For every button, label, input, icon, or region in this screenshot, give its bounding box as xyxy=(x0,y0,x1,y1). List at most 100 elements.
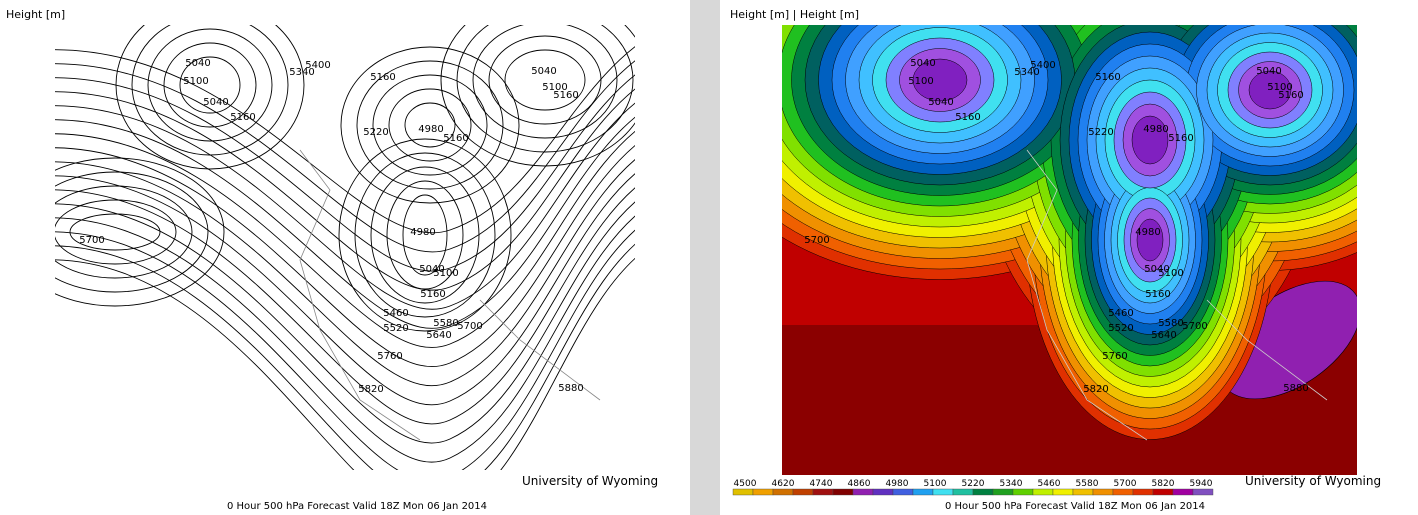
contour-label: 5100 xyxy=(908,76,933,87)
left-map xyxy=(55,25,635,470)
colorbar-swatch xyxy=(852,488,874,496)
contour-line xyxy=(55,74,635,272)
colorbar-swatch xyxy=(1072,488,1094,496)
contour-label: 5400 xyxy=(1030,60,1055,71)
fill-band xyxy=(1248,70,1292,110)
contour-label: 5520 xyxy=(383,323,408,334)
contour-label: 5700 xyxy=(457,321,482,332)
contour-label: 4980 xyxy=(1143,124,1168,135)
colorbar-swatch xyxy=(772,488,794,496)
colorbar-label: 5940 xyxy=(1190,479,1213,489)
colorbar-label: 5100 xyxy=(924,479,947,489)
contour-label: 5640 xyxy=(1151,330,1176,341)
colorbar-swatch xyxy=(1032,488,1054,496)
colorbar-label: 4740 xyxy=(810,479,833,489)
contour-line xyxy=(55,46,635,234)
contour-label: 5040 xyxy=(910,58,935,69)
colorbar-swatch xyxy=(1192,488,1214,496)
fill-band xyxy=(912,58,968,102)
colorbar-label: 5460 xyxy=(1038,479,1061,489)
contour-label: 5160 xyxy=(553,90,578,101)
coastline xyxy=(1026,149,1328,441)
contour-line xyxy=(488,35,602,125)
contour-line xyxy=(55,116,635,329)
colorbar: 4500 4620 4740 4860 4980 5100 5220 5340 5460 5580… xyxy=(732,479,1214,496)
contour-line xyxy=(55,201,635,444)
contour-label: 4980 xyxy=(1135,227,1160,238)
left-title: Height [m] xyxy=(6,8,65,21)
contour-label: 5700 xyxy=(79,235,104,246)
contour-line xyxy=(55,171,209,293)
fill-band xyxy=(1131,115,1169,165)
contour-label: 5400 xyxy=(305,60,330,71)
contour-label: 5880 xyxy=(1283,383,1308,394)
contour-label: 5160 xyxy=(1278,90,1303,101)
contour-line xyxy=(386,180,464,290)
contour-label: 5700 xyxy=(804,235,829,246)
colorbar-label: 4500 xyxy=(734,479,757,489)
contour-label: 5160 xyxy=(955,112,980,123)
colorbar-swatch xyxy=(752,488,774,496)
colorbar-swatch xyxy=(952,488,974,496)
contour-label: 5040 xyxy=(419,264,444,275)
contour-label: 5040 xyxy=(928,97,953,108)
contour-label: 5160 xyxy=(1095,72,1120,83)
contour-line xyxy=(55,157,225,307)
contour-line xyxy=(147,28,273,142)
colorbar-swatch xyxy=(732,488,754,496)
contour-label: 5040 xyxy=(1144,264,1169,275)
contour-label: 5160 xyxy=(230,112,255,123)
contour-line xyxy=(372,74,488,176)
contour-line xyxy=(55,102,635,310)
colorbar-swatch xyxy=(892,488,914,496)
colorbar-label: 5340 xyxy=(1000,479,1023,489)
contour-line xyxy=(55,229,635,470)
colorbar-label: 5220 xyxy=(962,479,985,489)
contour-label: 5820 xyxy=(358,384,383,395)
colorbar-swatch xyxy=(1052,488,1074,496)
right-footer: 0 Hour 500 hPa Forecast Valid 18Z Mon 06… xyxy=(945,501,1205,512)
contour-line xyxy=(55,159,635,386)
contour-label: 5520 xyxy=(1108,323,1133,334)
colorbar-swatch xyxy=(912,488,934,496)
contour-label: 5160 xyxy=(443,133,468,144)
colorbar-label: 5820 xyxy=(1152,479,1175,489)
contour-label: 5220 xyxy=(1088,127,1113,138)
contour-label: 5460 xyxy=(1108,308,1133,319)
contour-label: 5040 xyxy=(203,97,228,108)
colorbar-label: 5700 xyxy=(1114,479,1137,489)
contour-line xyxy=(55,88,635,291)
contour-label: 5100 xyxy=(183,76,208,87)
contour-line xyxy=(179,56,241,114)
colorbar-swatch xyxy=(872,488,894,496)
contour-line xyxy=(440,25,635,167)
contour-label: 5160 xyxy=(1145,289,1170,300)
contour-label: 5700 xyxy=(1182,321,1207,332)
fill-band xyxy=(1136,218,1164,262)
contour-label: 5760 xyxy=(1102,351,1127,362)
colorbar-swatch xyxy=(792,488,814,496)
colorbar-label: 4860 xyxy=(848,479,871,489)
contour-line xyxy=(55,173,635,406)
contour-label: 5100 xyxy=(1267,82,1292,93)
contour-label: 5100 xyxy=(1158,268,1183,279)
contour-line xyxy=(504,49,586,111)
contour-line xyxy=(338,138,512,332)
contour-line xyxy=(55,199,177,265)
contour-line xyxy=(404,102,456,148)
colorbar-swatch xyxy=(1012,488,1034,496)
colorbar-swatch xyxy=(1132,488,1154,496)
contour-line xyxy=(402,194,448,276)
contour-label: 5880 xyxy=(558,383,583,394)
contour-label: 4980 xyxy=(418,124,443,135)
contour-label: 5220 xyxy=(363,127,388,138)
right-map xyxy=(782,25,1357,475)
left-credit: University of Wyoming xyxy=(522,474,658,488)
colorbar-swatch xyxy=(1172,488,1194,496)
contour-line xyxy=(456,25,634,153)
coastline xyxy=(299,149,601,441)
contour-line xyxy=(354,152,496,318)
colorbar-swatch xyxy=(832,488,854,496)
